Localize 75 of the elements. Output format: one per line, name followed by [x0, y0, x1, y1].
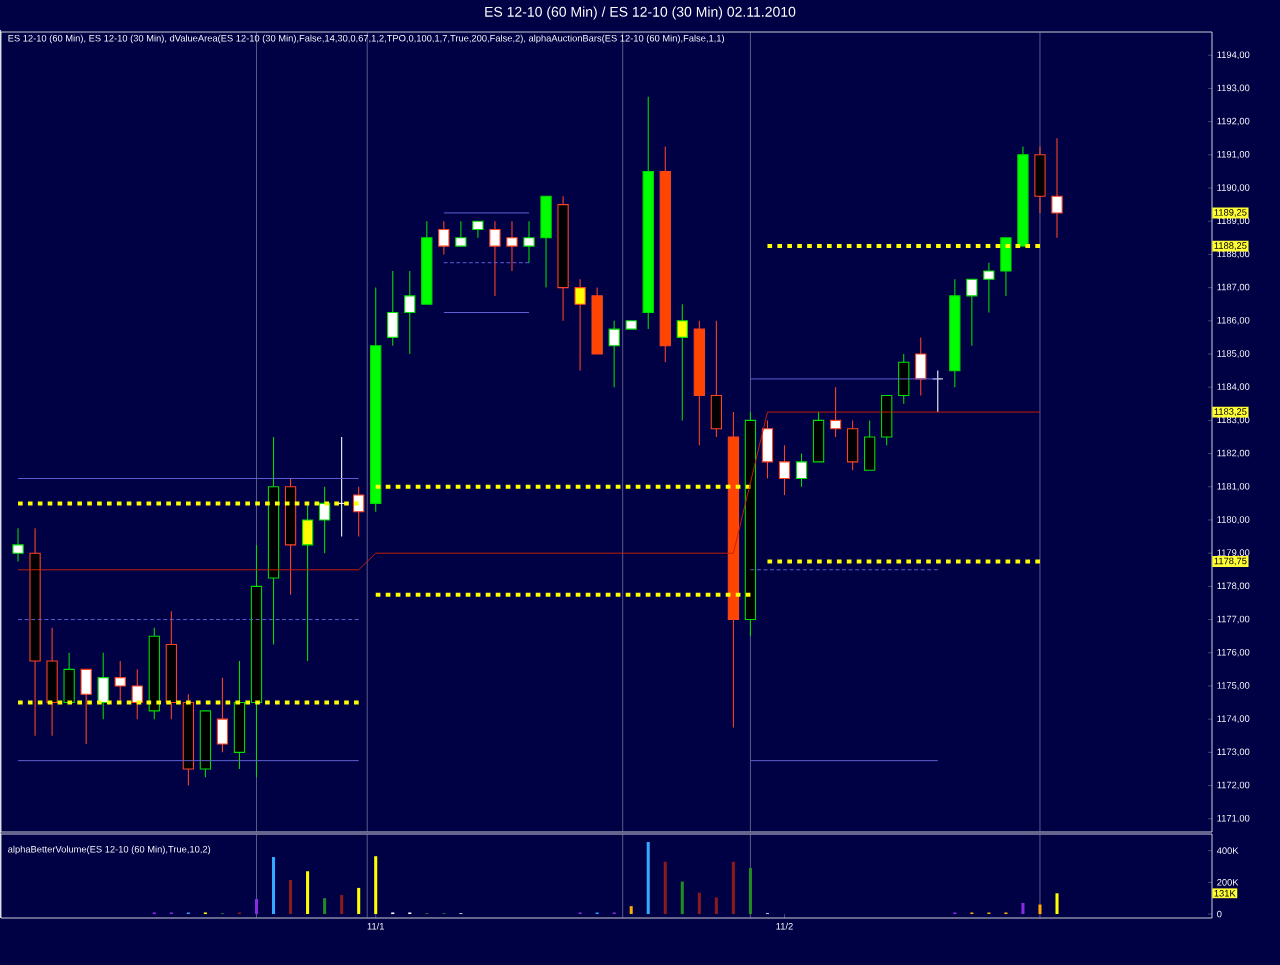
y-tick-label: 0	[1217, 910, 1222, 918]
y-tick-label: 1175,00	[1217, 682, 1250, 690]
chart-title: ES 12-10 (60 Min) / ES 12-10 (30 Min) 02.11.2010	[485, 6, 796, 20]
candlestick	[455, 220, 467, 247]
bar	[306, 871, 310, 915]
y-tick-label: 1191,00	[1217, 150, 1250, 159]
y-tick-label: 1190,00	[1217, 184, 1250, 192]
bar	[1021, 902, 1025, 915]
candlestick	[523, 220, 535, 264]
y-tick-label: 1172,00	[1217, 781, 1250, 790]
bar	[629, 906, 633, 915]
candlestick	[778, 444, 791, 496]
bar	[731, 861, 735, 915]
y-tick-label: 1188,00	[1217, 250, 1250, 259]
bar	[697, 892, 701, 915]
bar	[357, 887, 361, 915]
bar	[1055, 893, 1059, 915]
bar	[374, 856, 378, 915]
candlestick	[983, 262, 995, 314]
candlestick	[608, 320, 620, 388]
candlestick	[1051, 137, 1063, 239]
y-tick-label: 1192,00	[1217, 117, 1250, 126]
y-tick-label: 1186,00	[1217, 316, 1250, 325]
candlestick	[114, 660, 126, 704]
annotation: 1178,75	[1214, 557, 1247, 566]
x-tick-label: 11/2	[776, 922, 793, 930]
candlestick	[574, 278, 586, 372]
y-tick-label: 1189,00	[1217, 217, 1250, 226]
y-tick-label: 1173,00	[1217, 748, 1250, 757]
annotation: 1183,25	[1214, 408, 1247, 416]
annotation: 131K	[1214, 890, 1236, 897]
y-tick-label: 1176,00	[1217, 648, 1250, 657]
candlestick	[966, 278, 978, 347]
bar	[646, 841, 650, 915]
candlestick	[131, 668, 143, 720]
annotation: 1189,25	[1214, 209, 1247, 217]
bar	[254, 898, 259, 915]
y-tick-label: 1181,00	[1217, 482, 1250, 491]
bar	[714, 897, 718, 915]
bar	[748, 868, 752, 915]
candlestick	[12, 527, 24, 563]
y-tick-label: 1184,00	[1217, 383, 1250, 392]
y-tick-label: 1177,00	[1217, 615, 1250, 624]
candlestick	[829, 386, 842, 438]
y-tick-label: 1174,00	[1217, 715, 1250, 723]
y-tick-label: 1194,00	[1217, 51, 1250, 60]
y-tick-label: 1193,00	[1217, 84, 1250, 93]
y-tick-label: 1178,00	[1217, 582, 1250, 591]
y-tick-label: 1182,00	[1217, 449, 1250, 458]
annotation: 1188,25	[1214, 242, 1247, 250]
candlestick	[438, 220, 450, 255]
bar	[271, 856, 276, 915]
candlestick	[506, 220, 518, 272]
x-tick-label: 11/1	[367, 922, 384, 930]
bar	[323, 898, 327, 915]
text: alphaBetterVolume(ES 12-10 (60 Min),True,10,2)	[8, 845, 211, 855]
bar	[340, 895, 344, 915]
y-tick-label: 1185,00	[1217, 350, 1250, 358]
y-tick-label: 400K	[1216, 847, 1239, 854]
y-tick-label: 200K	[1217, 879, 1239, 886]
y-tick-label: 1187,00	[1217, 283, 1250, 292]
bar	[663, 861, 667, 915]
bar	[680, 881, 684, 915]
candlestick	[795, 453, 808, 488]
y-tick-label: 1179,00	[1217, 549, 1250, 558]
candlestick	[318, 486, 331, 554]
bar	[1038, 904, 1042, 915]
candlestick	[676, 303, 688, 421]
chart-subtitle: ES 12-10 (60 Min), ES 12-10 (30 Min), dValueArea(ES 12-10 (30 Min),False,14,30,0,67,1,2,TPO,0,100,1,7,True,200,False,2), alphaAuctionBars(ES 12-10 (60 Min),False,1,1)	[8, 34, 725, 44]
y-tick-label: 1180,00	[1217, 516, 1250, 524]
y-tick-label: 1171,00	[1217, 814, 1250, 823]
candlestick	[404, 270, 416, 355]
bar	[289, 879, 293, 915]
candlestick	[489, 220, 501, 297]
y-tick-label: 1183,00	[1217, 416, 1250, 425]
